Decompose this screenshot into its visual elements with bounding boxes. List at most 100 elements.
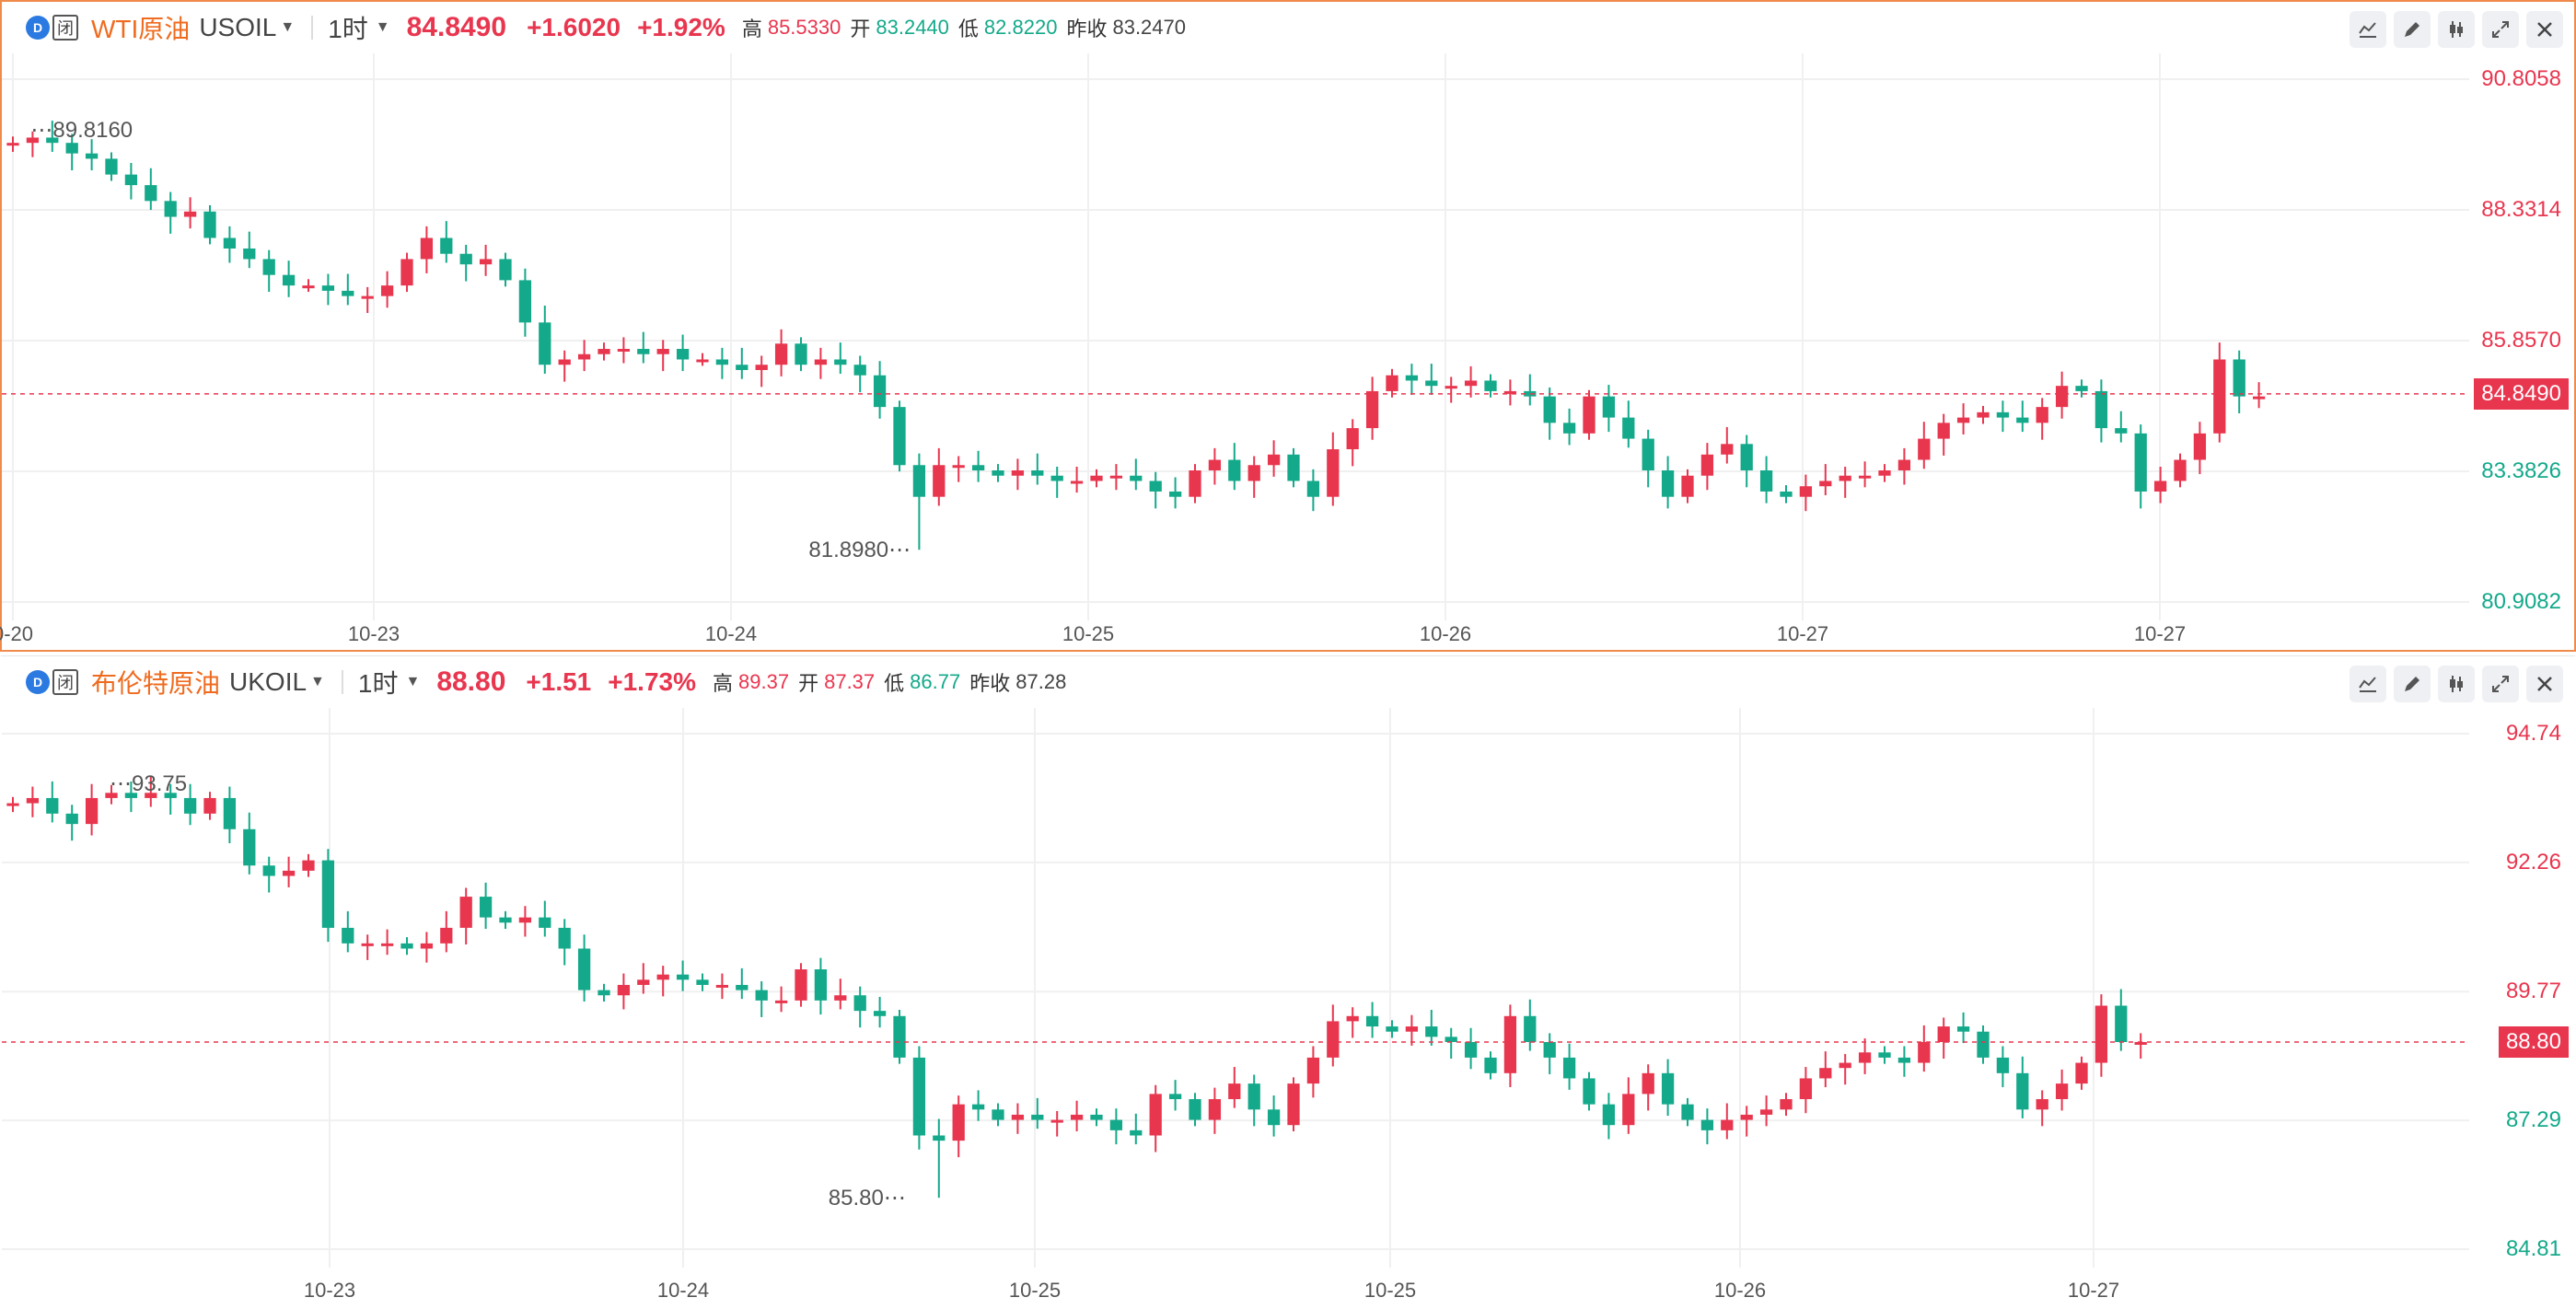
candle — [1543, 1033, 1556, 1074]
candle — [479, 882, 493, 930]
candle — [1130, 1113, 1143, 1145]
candle-body — [1721, 444, 1734, 455]
high-value: 85.5330 — [767, 16, 841, 39]
candle-body — [440, 237, 453, 254]
candle — [676, 960, 690, 991]
candle-type-button[interactable] — [2438, 666, 2475, 702]
brent-chart-panel[interactable]: D 闭 布伦特原油 UKOIL ▼ 1时 ▼ 88.80 +1.51 +1.73… — [0, 655, 2576, 1309]
candle — [774, 986, 788, 1013]
candle-body — [1050, 475, 1063, 481]
candle — [676, 334, 690, 372]
wti-chart-panel[interactable]: D 闭 WTI原油 USOIL ▼ 1时 ▼ 84.8490 +1.6020 +… — [0, 0, 2576, 652]
symbol-code[interactable]: UKOIL — [229, 667, 307, 696]
candle-body — [1405, 375, 1419, 381]
candle — [203, 204, 216, 245]
candle-body — [1247, 465, 1260, 481]
candle-body — [321, 860, 335, 928]
candle-body — [342, 290, 354, 296]
period-low-label: 85.80⋯ — [828, 1186, 906, 1211]
x-tick-label: 10-24 — [704, 622, 758, 645]
candle-body — [2075, 1062, 2088, 1084]
wti-price-axis[interactable]: 90.8058 88.3314 85.8570 83.3826 80.9082 84.84… — [2469, 53, 2574, 650]
candle-body — [203, 797, 216, 814]
candle — [2075, 379, 2088, 398]
indicator-button[interactable] — [2350, 11, 2386, 48]
expand-button[interactable] — [2482, 666, 2519, 702]
symbol-name[interactable]: WTI原油 — [91, 15, 191, 43]
candle-body — [617, 984, 631, 996]
candle-body — [893, 407, 906, 466]
draw-button[interactable] — [2394, 666, 2431, 702]
candle — [834, 342, 847, 374]
market-closed-icon: 闭 — [52, 15, 78, 41]
candle-body — [1543, 396, 1556, 423]
candle-body — [1503, 390, 1517, 394]
candle — [1740, 1106, 1753, 1137]
candle — [1956, 403, 1970, 434]
y-tick-label: 89.77 — [2505, 979, 2561, 1004]
candle — [1090, 1108, 1103, 1127]
candle-body — [420, 943, 434, 949]
brent-candlestick-plot[interactable]: 10-23 10-24 10-25 10-25 10-26 10-27 ⋯93.75 85.8… — [2, 708, 2469, 1306]
candle-body — [873, 1011, 887, 1016]
candle — [321, 849, 335, 943]
candle — [2055, 1069, 2069, 1111]
candle-body — [1228, 459, 1241, 481]
candle-body — [1484, 380, 1497, 391]
symbol-name[interactable]: 布伦特原油 — [91, 669, 221, 698]
candle-body — [1405, 1026, 1419, 1032]
interval-select[interactable]: 1时 — [328, 15, 368, 43]
prev-close-label: 昨收 — [969, 672, 1011, 695]
candle — [1700, 1108, 1714, 1145]
high-label: 高 — [713, 672, 734, 695]
candle — [1897, 1046, 1911, 1077]
candle — [1247, 1074, 1260, 1127]
interval-dropdown-icon[interactable]: ▼ — [375, 19, 390, 35]
candle-body — [1130, 475, 1143, 481]
symbol-dropdown-icon[interactable]: ▼ — [310, 674, 325, 689]
candle-type-button[interactable] — [2438, 11, 2475, 48]
candle-body — [1070, 481, 1084, 484]
candle-body — [1267, 1109, 1281, 1126]
candle — [1562, 408, 1576, 446]
candle-body — [1780, 491, 1793, 497]
candle-body — [145, 793, 157, 798]
candle-body — [539, 917, 551, 928]
candle — [656, 340, 669, 372]
draw-button[interactable] — [2394, 11, 2431, 48]
close-button[interactable] — [2526, 666, 2563, 702]
candle-body — [1306, 1057, 1320, 1084]
candle — [282, 261, 296, 297]
candle-body — [1425, 1026, 1438, 1037]
candle-body — [1897, 459, 1911, 471]
candle — [1759, 456, 1773, 504]
candle-body — [1149, 1094, 1162, 1136]
wti-candlestick-plot[interactable]: 0-20 10-23 10-24 10-25 10-26 10-27 10-27 ⋯89.81… — [0, 53, 2469, 650]
expand-button[interactable] — [2482, 11, 2519, 48]
x-tick-label: 0-20 — [0, 622, 34, 645]
candle-body — [1130, 1129, 1143, 1136]
candle — [1405, 1014, 1419, 1046]
candle-body — [2036, 407, 2048, 423]
symbol-dropdown-icon[interactable]: ▼ — [280, 19, 296, 35]
candle — [1208, 447, 1222, 485]
candle-body — [400, 259, 413, 286]
candle-body — [223, 237, 237, 249]
candle-body — [1445, 1037, 1457, 1042]
brent-price-axis[interactable]: 94.74 92.26 89.77 87.29 84.81 88.80 — [2469, 708, 2574, 1306]
candle-body — [400, 943, 413, 949]
candle-body — [380, 943, 394, 946]
indicator-button[interactable] — [2350, 666, 2386, 702]
interval-dropdown-icon[interactable]: ▼ — [405, 674, 421, 689]
candle — [1996, 1046, 2010, 1088]
interval-select[interactable]: 1时 — [357, 669, 399, 698]
close-button[interactable] — [2526, 11, 2563, 48]
symbol-code[interactable]: USOIL — [199, 13, 277, 41]
close-icon — [2537, 677, 2552, 691]
candle — [1267, 1095, 1281, 1137]
candle-body — [1937, 423, 1950, 439]
candle — [539, 900, 551, 937]
candle — [971, 1090, 985, 1121]
candle — [1464, 1027, 1478, 1070]
candle-body — [715, 359, 729, 365]
